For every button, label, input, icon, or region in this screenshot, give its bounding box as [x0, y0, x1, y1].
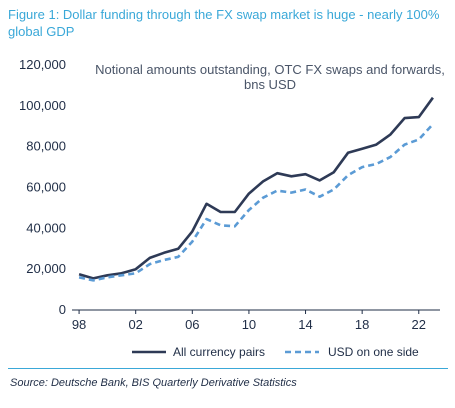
chart-subtitle: Notional amounts outstanding, OTC FX swa… — [95, 62, 445, 92]
x-tick-label: 10 — [242, 317, 256, 332]
series-line-all-currency-pairs — [78, 96, 434, 280]
source-note: Source: Deutsche Bank, BIS Quarterly Der… — [10, 377, 297, 389]
x-tick-label: 18 — [355, 317, 369, 332]
figure-title: Figure 1: Dollar funding through the FX … — [8, 7, 440, 39]
chart-subtitle-line: bns USD — [244, 77, 296, 92]
y-tick-label: 40,000 — [26, 220, 66, 235]
x-tick-label: 02 — [128, 317, 142, 332]
x-tick-label: 06 — [185, 317, 199, 332]
x-tick-label: 98 — [72, 317, 86, 332]
y-tick-label: 80,000 — [26, 139, 66, 154]
source-divider — [8, 368, 448, 369]
y-tick-label: 60,000 — [26, 180, 66, 195]
chart-axes: 0 20,000 40,000 60,000 80,000 100,000 120,000 9… — [19, 57, 440, 332]
y-tick-label: 120,000 — [19, 57, 66, 72]
legend-label: USD on one side — [328, 345, 419, 359]
chart-legend: All currency pairs USD on one side — [132, 345, 419, 359]
line-chart: Notional amounts outstanding, OTC FX swa… — [19, 57, 445, 359]
y-tick-label: 0 — [59, 302, 66, 317]
x-tick-label: 14 — [298, 317, 312, 332]
y-tick-label: 100,000 — [19, 98, 66, 113]
series-line-usd-on-one-side — [78, 123, 434, 282]
x-tick-label: 22 — [412, 317, 426, 332]
chart-subtitle-line: Notional amounts outstanding, OTC FX swa… — [95, 62, 445, 77]
chart-series — [78, 96, 434, 282]
y-tick-label: 20,000 — [26, 261, 66, 276]
legend-label: All currency pairs — [173, 345, 265, 359]
